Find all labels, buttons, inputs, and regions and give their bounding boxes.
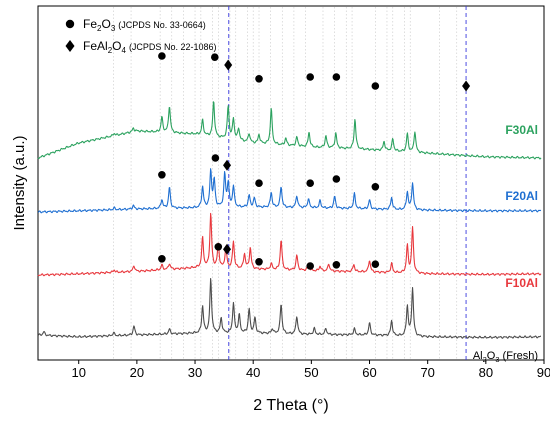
x-tick-label: 20	[130, 365, 144, 380]
x-tick-label: 90	[537, 365, 550, 380]
fe2o3-marker	[371, 260, 380, 269]
legend-marker-circle	[65, 19, 75, 29]
fe2o3-marker	[332, 175, 341, 183]
series-line-al2o3-fresh-	[37, 278, 542, 339]
feal2o4-marker	[462, 80, 471, 92]
x-tick-label: 50	[304, 365, 318, 380]
series-label-f10al: F10Al	[505, 276, 538, 290]
feal2o4-marker	[223, 159, 232, 171]
x-tick-label: 40	[246, 365, 260, 380]
fe2o3-marker	[214, 243, 223, 251]
fe2o3-marker	[255, 75, 263, 83]
series-layer	[37, 101, 542, 339]
series-label-f30al: F30Al	[505, 123, 538, 137]
x-tick-label: 80	[479, 365, 493, 380]
fe2o3-marker	[255, 258, 263, 266]
fe2o3-marker	[306, 262, 314, 270]
x-tick-label: 70	[420, 365, 434, 380]
legend-marker-diamond	[65, 40, 75, 52]
legend-label-fe2o3: Fe2O3 (JCPDS No. 33-0664)	[83, 17, 206, 33]
x-tick-label: 60	[362, 365, 376, 380]
feal2o4-marker	[224, 59, 233, 71]
series-line-f30al	[37, 101, 542, 160]
fe2o3-marker	[332, 261, 341, 269]
fe2o3-marker	[211, 53, 219, 61]
x-axis-ticks: 10 20 30 40 50 60 70 80 90	[71, 360, 550, 380]
series-label-al2o3: Al2O3 (Fresh)	[473, 350, 538, 364]
series-line-f10al	[37, 212, 542, 277]
fe2o3-marker	[158, 52, 166, 60]
series-line-f20al	[37, 168, 542, 214]
x-tick-label: 30	[188, 365, 202, 380]
fe2o3-marker	[306, 179, 314, 187]
x-axis-label: 2 Theta (°)	[253, 397, 328, 414]
fe2o3-marker	[211, 154, 220, 162]
plot-frame	[37, 5, 545, 361]
fe2o3-marker	[306, 73, 314, 81]
fe2o3-marker	[158, 254, 166, 263]
legend-label-feal2o4: FeAl2O4 (JCPDS No. 22-1086)	[83, 39, 216, 55]
fe2o3-marker	[255, 179, 263, 187]
feal2o4-marker	[223, 243, 232, 255]
x-tick-label: 10	[71, 365, 85, 380]
fe2o3-marker	[371, 82, 380, 90]
fe2o3-marker	[158, 171, 166, 179]
fe2o3-marker	[332, 73, 341, 81]
legend: Fe2O3 (JCPDS No. 33-0664) FeAl2O4 (JCPDS N…	[65, 17, 216, 55]
fe2o3-marker	[371, 183, 380, 191]
series-label-f20al: F20Al	[505, 189, 538, 203]
phase-markers	[158, 52, 471, 270]
y-axis-label: Intensity (a.u.)	[11, 135, 28, 230]
